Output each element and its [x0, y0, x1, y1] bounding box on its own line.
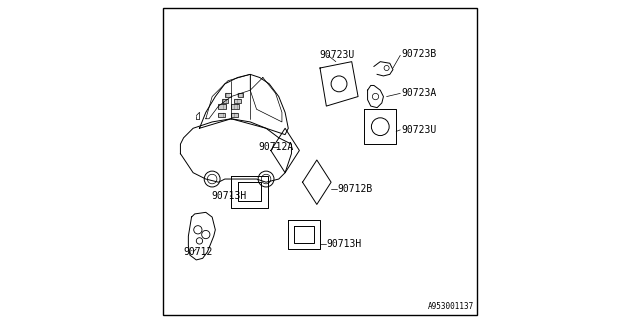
Bar — [231, 105, 239, 109]
Text: A953001137: A953001137 — [428, 302, 474, 311]
Text: 90723A: 90723A — [401, 88, 436, 98]
Text: 90723U: 90723U — [319, 50, 355, 60]
Text: 90712: 90712 — [184, 247, 213, 257]
Text: 90713H: 90713H — [211, 191, 247, 202]
Text: 90712B: 90712B — [337, 184, 372, 194]
Bar — [237, 93, 243, 97]
Text: 90712A: 90712A — [258, 142, 293, 152]
Bar — [218, 113, 225, 117]
Text: 90723U: 90723U — [401, 125, 436, 135]
Bar — [218, 105, 227, 109]
Bar — [231, 113, 237, 117]
Bar — [225, 93, 230, 97]
Bar — [221, 99, 228, 103]
Text: 90713H: 90713H — [326, 239, 362, 249]
Text: 90723B: 90723B — [401, 49, 436, 59]
Bar — [234, 99, 241, 103]
